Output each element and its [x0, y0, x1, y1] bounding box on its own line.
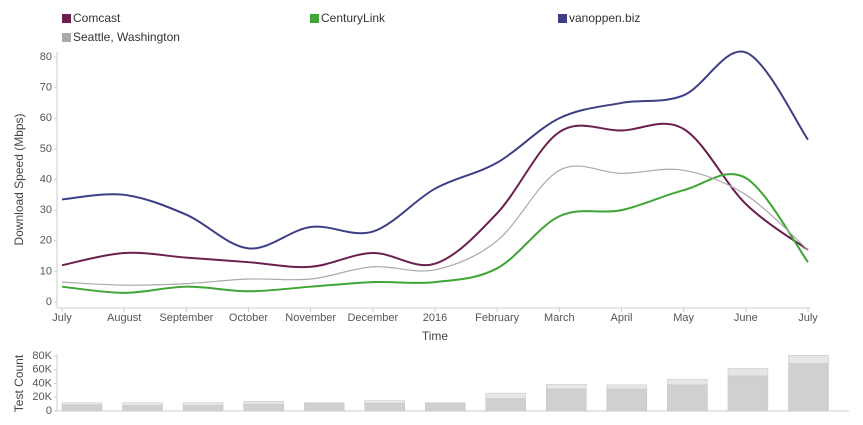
x-tick-label: December	[347, 312, 398, 324]
bar-segment	[727, 368, 769, 377]
legend-swatch	[310, 14, 319, 23]
y-axis-title: Test Count	[12, 354, 26, 412]
bar-segment	[667, 379, 708, 386]
legend-swatch	[62, 14, 71, 23]
bar-segment	[364, 403, 405, 412]
x-tick-label: August	[107, 312, 141, 324]
x-tick-label: April	[610, 312, 632, 324]
bar-segment	[61, 402, 103, 406]
x-tick-label: March	[544, 312, 575, 324]
y-tick-label: 10	[40, 265, 52, 277]
legend-label: vanoppen.biz	[569, 11, 640, 25]
y-axis-title: Download Speed (Mbps)	[12, 113, 26, 245]
line-series	[61, 122, 809, 269]
bar-segment	[303, 403, 345, 412]
bar-segment	[182, 405, 224, 412]
bar-segment	[424, 402, 466, 404]
x-tick-label: November	[285, 312, 336, 324]
y-tick-label: 40K	[32, 377, 52, 389]
y-tick-label: 30	[40, 204, 52, 216]
bar-segment	[606, 388, 648, 412]
bar-segment	[788, 363, 829, 412]
x-axis-title: Time	[422, 329, 449, 343]
x-tick-label: 2016	[423, 312, 447, 324]
bar-segment	[182, 402, 224, 406]
bar-segment	[606, 384, 648, 390]
bar-segment	[546, 383, 587, 390]
legend: Comcast CenturyLink vanoppen.biz Seattle, W…	[62, 11, 640, 44]
bar-segment	[485, 392, 527, 399]
legend-label: Seattle, Washington	[73, 30, 180, 44]
bar-segment	[122, 405, 163, 412]
legend-label: Comcast	[73, 11, 121, 25]
y-tick-label: 60K	[32, 364, 52, 376]
bar-segment	[61, 404, 103, 412]
x-tick-label: June	[734, 312, 758, 324]
bar-segment	[788, 355, 829, 364]
legend-swatch	[558, 14, 567, 23]
y-tick-label: 80K	[32, 350, 52, 362]
bar-segment	[485, 398, 527, 412]
line-series	[61, 165, 809, 286]
legend-label: CenturyLink	[321, 11, 386, 25]
y-tick-label: 20K	[32, 391, 52, 403]
bar-segment	[727, 375, 769, 412]
y-tick-label: 0	[46, 405, 52, 417]
legend-swatch	[62, 33, 71, 42]
bar-segment	[424, 403, 466, 412]
bar-segment	[122, 402, 163, 406]
y-tick-label: 0	[46, 296, 52, 308]
line-series	[61, 173, 809, 294]
x-tick-label: September	[159, 312, 213, 324]
bar-segment	[243, 403, 284, 412]
y-tick-label: 80	[40, 51, 52, 63]
bar-segment	[546, 388, 587, 412]
bar-segment	[667, 384, 708, 412]
bar-segment	[303, 402, 345, 404]
x-tick-label: May	[673, 312, 694, 324]
x-tick-label: July	[798, 312, 818, 324]
y-tick-label: 70	[40, 82, 52, 94]
bar-segment	[364, 400, 405, 404]
line-series	[61, 50, 809, 250]
y-tick-label: 50	[40, 143, 52, 155]
x-tick-label: July	[52, 312, 72, 324]
y-tick-label: 40	[40, 173, 52, 185]
x-tick-label: October	[229, 312, 268, 324]
bar-segment	[243, 401, 284, 405]
x-tick-label: February	[475, 312, 520, 324]
y-tick-label: 60	[40, 112, 52, 124]
y-tick-label: 20	[40, 235, 52, 247]
